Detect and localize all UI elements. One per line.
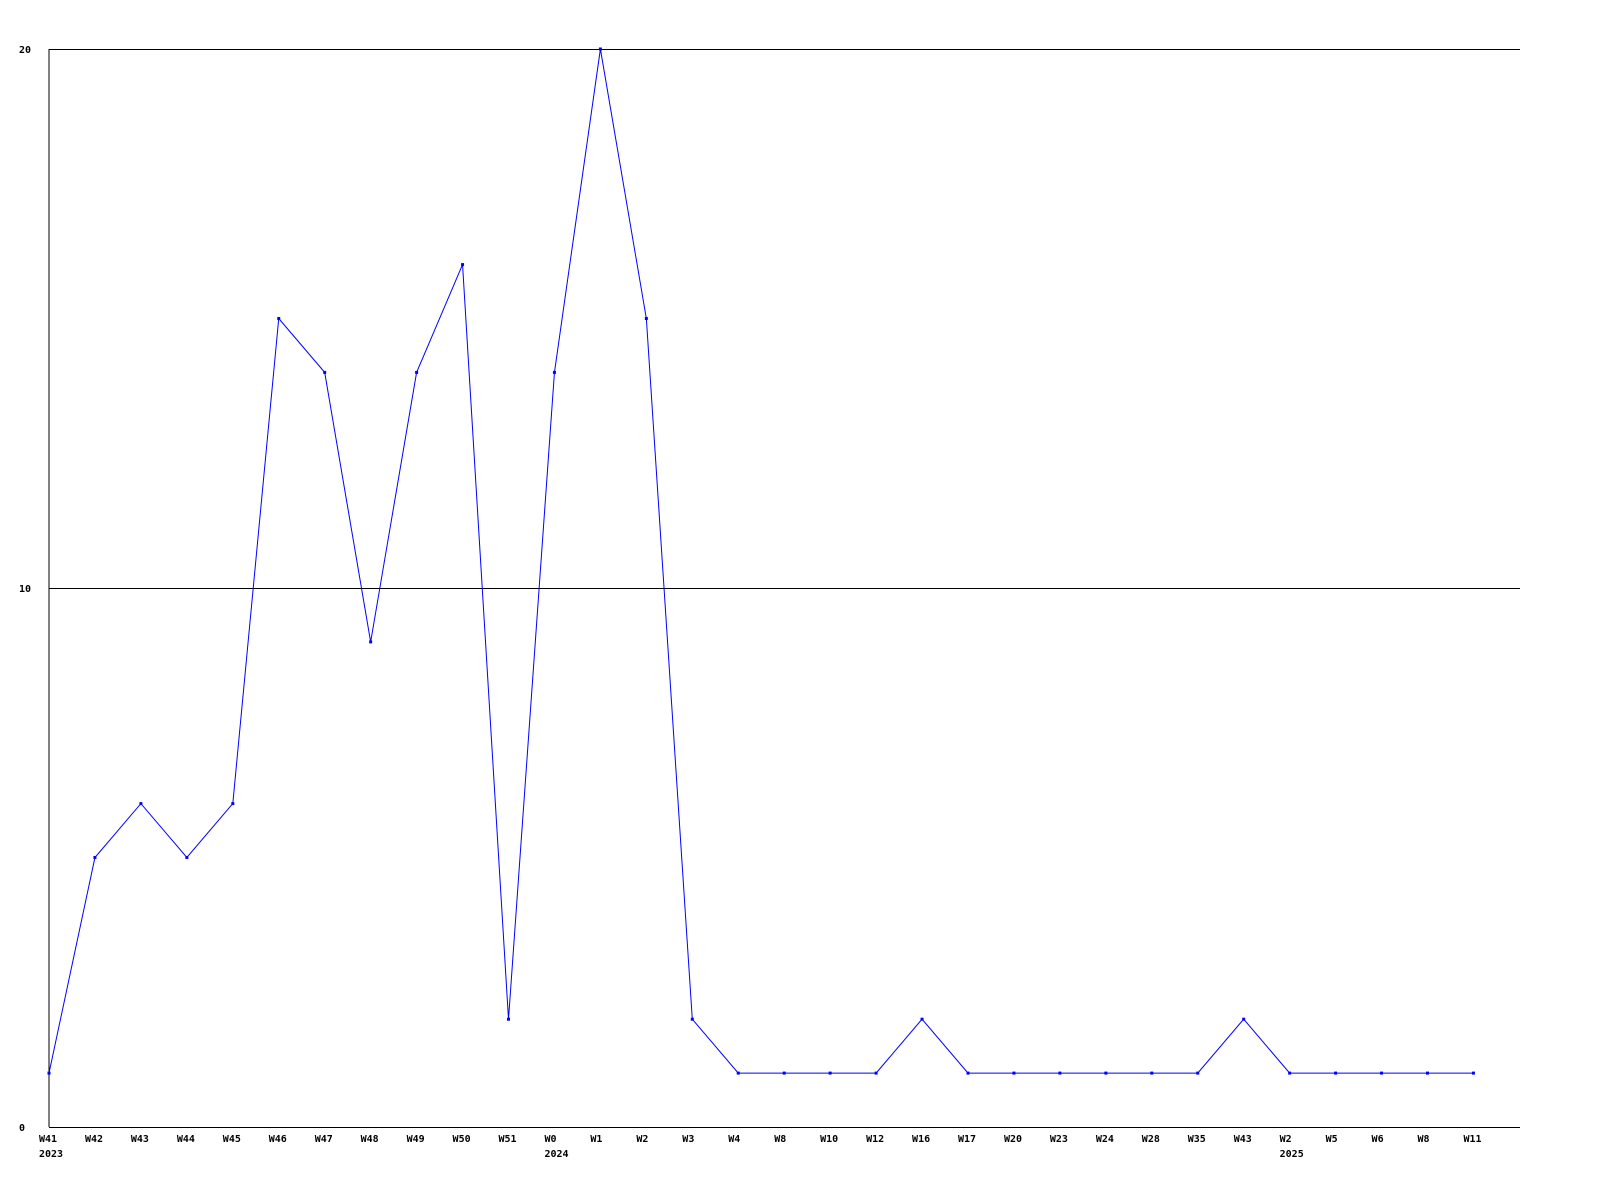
y-tick-label: 0 bbox=[19, 1123, 25, 1134]
x-tick-label: W42 bbox=[85, 1134, 103, 1145]
series bbox=[47, 47, 1475, 1075]
x-tick-label: W3 bbox=[682, 1134, 694, 1145]
x-tick-label: W11 bbox=[1463, 1134, 1481, 1145]
data-point bbox=[185, 856, 189, 859]
x-tick-label: W41 bbox=[39, 1134, 57, 1145]
x-tick-label: W48 bbox=[361, 1134, 379, 1145]
x-axis-ticks: W41 W42 W43 W44 W45 W46 W47 W48 W49 W50 W51 W0 W1 W2 W… bbox=[39, 1134, 1482, 1160]
data-point bbox=[231, 802, 235, 806]
x-tick-label: W0 bbox=[544, 1134, 556, 1145]
data-point bbox=[1288, 1071, 1292, 1075]
x-tick-label: W46 bbox=[269, 1134, 287, 1145]
data-point bbox=[323, 370, 327, 374]
x-tick-label: W12 bbox=[866, 1134, 884, 1145]
x-tick-label: W4 bbox=[728, 1134, 740, 1145]
x-tick-label: W2 bbox=[1280, 1134, 1292, 1145]
data-point bbox=[966, 1071, 970, 1075]
x-tick-label: W51 bbox=[499, 1134, 517, 1145]
data-point bbox=[93, 856, 97, 859]
data-point bbox=[461, 263, 465, 267]
x-tick-label: W50 bbox=[453, 1134, 471, 1145]
x-tick-label: W43 bbox=[131, 1134, 149, 1145]
x-tick-label: W45 bbox=[223, 1134, 241, 1145]
data-point bbox=[1380, 1071, 1384, 1075]
x-tick-label: W47 bbox=[315, 1134, 333, 1145]
y-axis-ticks: 0 10 20 bbox=[19, 45, 31, 1134]
data-point bbox=[47, 1071, 51, 1075]
data-point bbox=[1104, 1071, 1108, 1075]
x-tick-label: W44 bbox=[177, 1134, 195, 1145]
data-point bbox=[920, 1017, 924, 1021]
x-tick-label: W8 bbox=[1418, 1134, 1430, 1145]
data-point bbox=[782, 1071, 786, 1075]
x-tick-label: W1 bbox=[590, 1134, 602, 1145]
x-tick-label: W16 bbox=[912, 1134, 930, 1145]
data-point bbox=[1426, 1071, 1429, 1075]
series-line bbox=[48, 48, 1474, 1074]
x-tick-label: W49 bbox=[407, 1134, 425, 1145]
x-year-label: 2023 bbox=[39, 1149, 63, 1160]
data-point bbox=[277, 317, 281, 320]
x-year-label: 2025 bbox=[1280, 1149, 1304, 1160]
data-point bbox=[552, 370, 556, 374]
x-tick-label: W2 bbox=[636, 1134, 648, 1145]
data-point bbox=[369, 640, 373, 644]
y-tick-label: 10 bbox=[19, 584, 31, 595]
data-point bbox=[1012, 1071, 1016, 1075]
x-tick-label: W5 bbox=[1326, 1134, 1338, 1145]
data-point bbox=[598, 47, 602, 51]
data-point bbox=[1058, 1071, 1062, 1075]
data-point bbox=[690, 1017, 694, 1021]
x-tick-label: W23 bbox=[1050, 1134, 1068, 1145]
x-tick-label: W8 bbox=[774, 1134, 786, 1145]
x-tick-label: W20 bbox=[1004, 1134, 1022, 1145]
data-point bbox=[736, 1071, 740, 1075]
data-point bbox=[1471, 1071, 1475, 1075]
data-point bbox=[1242, 1017, 1246, 1021]
data-point bbox=[1150, 1071, 1154, 1075]
x-tick-label: W17 bbox=[958, 1134, 976, 1145]
grid-lines bbox=[48, 49, 1520, 1128]
y-tick-label: 20 bbox=[19, 45, 31, 56]
x-tick-label: W6 bbox=[1372, 1134, 1384, 1145]
data-point bbox=[507, 1017, 510, 1021]
data-point bbox=[415, 370, 419, 374]
x-tick-label: W35 bbox=[1188, 1134, 1206, 1145]
x-year-label: 2024 bbox=[544, 1149, 568, 1160]
data-point bbox=[1196, 1071, 1200, 1075]
data-point bbox=[828, 1071, 832, 1075]
data-point bbox=[1334, 1071, 1338, 1075]
x-tick-label: W24 bbox=[1096, 1134, 1114, 1145]
data-point bbox=[139, 802, 143, 806]
x-tick-label: W10 bbox=[820, 1134, 838, 1145]
data-point bbox=[644, 317, 648, 320]
x-tick-label: W28 bbox=[1142, 1134, 1160, 1145]
data-point bbox=[874, 1071, 878, 1075]
x-tick-label: W43 bbox=[1234, 1134, 1252, 1145]
